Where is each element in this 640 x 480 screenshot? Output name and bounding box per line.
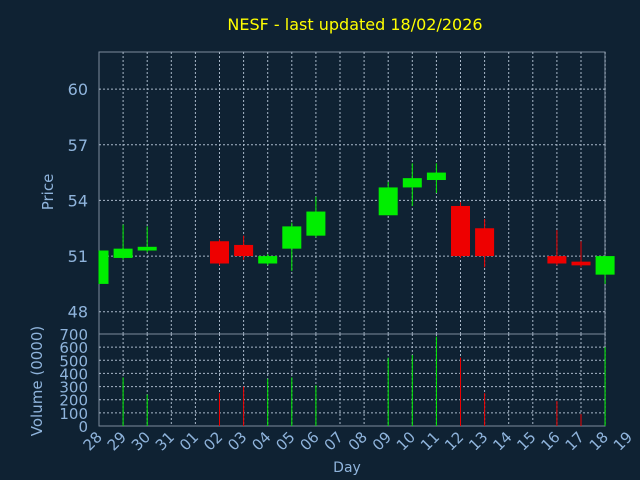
- volume-tick-label: 700: [59, 326, 88, 344]
- volume-tick-label: 600: [59, 339, 88, 357]
- candle-body: [113, 248, 133, 258]
- volume-tick-label: 300: [59, 379, 88, 397]
- price-tick-label: 48: [68, 303, 88, 322]
- x-tick-label: 16: [537, 428, 563, 454]
- candle-body: [234, 244, 254, 257]
- x-tick-label: 15: [513, 428, 539, 454]
- x-tick-label: 04: [248, 428, 274, 454]
- price-tick-label: 57: [68, 136, 88, 155]
- x-tick-label: 18: [586, 428, 612, 454]
- price-axis-label: Price: [39, 174, 57, 211]
- candle-body: [258, 256, 278, 264]
- x-tick-label: 01: [176, 428, 202, 454]
- chart-title: NESF - last updated 18/02/2026: [227, 15, 482, 34]
- candle-body: [137, 246, 157, 251]
- candle-body: [402, 178, 422, 188]
- x-axis-label: Day: [333, 460, 361, 476]
- candle-body: [210, 241, 229, 264]
- x-tick-label: 02: [200, 428, 226, 454]
- candle-body: [595, 256, 615, 275]
- x-tick-label: 19: [610, 428, 636, 454]
- x-tick-label: 13: [465, 428, 491, 454]
- x-tick-label: 07: [321, 428, 347, 454]
- x-tick-label: 05: [272, 428, 298, 454]
- x-tick-label: 09: [369, 428, 395, 454]
- price-panel: 48 51 54 57 60: [68, 51, 615, 335]
- x-tick-label: 03: [224, 428, 250, 454]
- candle-body: [475, 228, 495, 257]
- x-tick-label: 06: [296, 428, 322, 454]
- x-tick-label: 29: [104, 428, 130, 454]
- x-tick-label: 31: [152, 428, 178, 454]
- volume-frame: [98, 333, 606, 427]
- volume-tick-label: 200: [59, 392, 88, 410]
- volume-axis-label: Volume (0000): [28, 326, 46, 436]
- candle-body: [571, 261, 591, 266]
- volume-tick-label: 0: [78, 418, 88, 436]
- candle-body: [547, 256, 567, 264]
- candle-body: [451, 205, 470, 257]
- x-tick-label: 14: [489, 428, 515, 454]
- candle-body: [282, 226, 302, 249]
- volume-tick-label: 100: [59, 405, 88, 423]
- x-tick-label: 11: [417, 428, 443, 454]
- x-tick-label: 08: [345, 428, 371, 454]
- price-frame: [98, 51, 606, 335]
- volume-tick-label: 500: [59, 352, 88, 370]
- x-tick-label: 12: [441, 428, 467, 454]
- candle-body: [306, 211, 326, 236]
- candle-body: [99, 250, 109, 284]
- x-tick-label: 17: [562, 428, 588, 454]
- x-tick-label: 30: [128, 428, 154, 454]
- price-tick-label: 60: [68, 80, 88, 99]
- price-tick-label: 54: [68, 191, 88, 210]
- candle-body: [426, 172, 446, 181]
- candle-body: [378, 187, 398, 216]
- price-tick-label: 51: [68, 247, 88, 266]
- volume-tick-label: 400: [59, 365, 88, 383]
- x-tick-label: 10: [393, 428, 419, 454]
